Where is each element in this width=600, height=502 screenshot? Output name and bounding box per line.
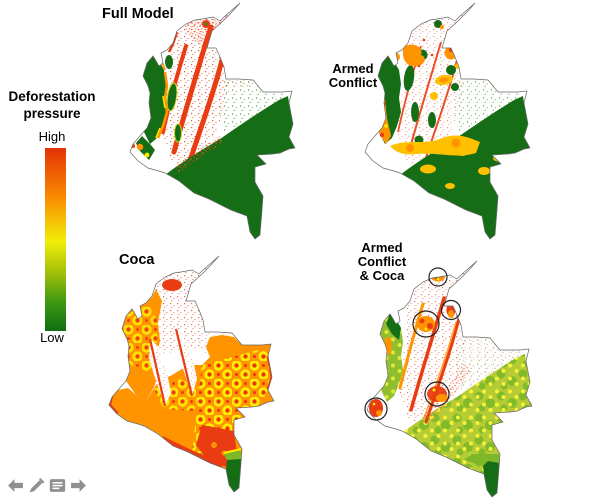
annotation-circle-bajo-cauca: [412, 310, 440, 338]
map-full-model: [129, 2, 296, 240]
map-armed-conflict-coca: [364, 260, 533, 498]
annotation-circle-caribbean: [428, 267, 448, 287]
legend-low-label: Low: [40, 330, 64, 345]
map-armed-conflict: [364, 2, 531, 240]
previous-slide-arrow-icon[interactable]: [7, 478, 24, 493]
annotation-circle-catatumbo: [440, 299, 462, 321]
next-slide-arrow-icon[interactable]: [70, 478, 87, 493]
legend-title: Deforestation pressure: [8, 89, 96, 121]
slide-menu-icon[interactable]: [49, 478, 66, 493]
pen-tool-icon[interactable]: [28, 478, 45, 493]
title-armed-conflict-coca: Armed Conflict & Coca: [357, 240, 407, 283]
annotation-circle-guaviare: [424, 381, 450, 407]
legend-high-label: High: [38, 129, 66, 144]
title-armed-conflict: Armed Conflict: [328, 61, 378, 90]
map-coca: [108, 255, 275, 493]
title-full-model: Full Model: [102, 6, 174, 22]
hotspot-annotation-circles: [364, 267, 462, 421]
annotation-circle-pacific: [364, 397, 388, 421]
reading-view-toolbar: [7, 478, 87, 493]
title-coca: Coca: [119, 252, 155, 268]
legend-gradient-bar: [45, 148, 66, 331]
